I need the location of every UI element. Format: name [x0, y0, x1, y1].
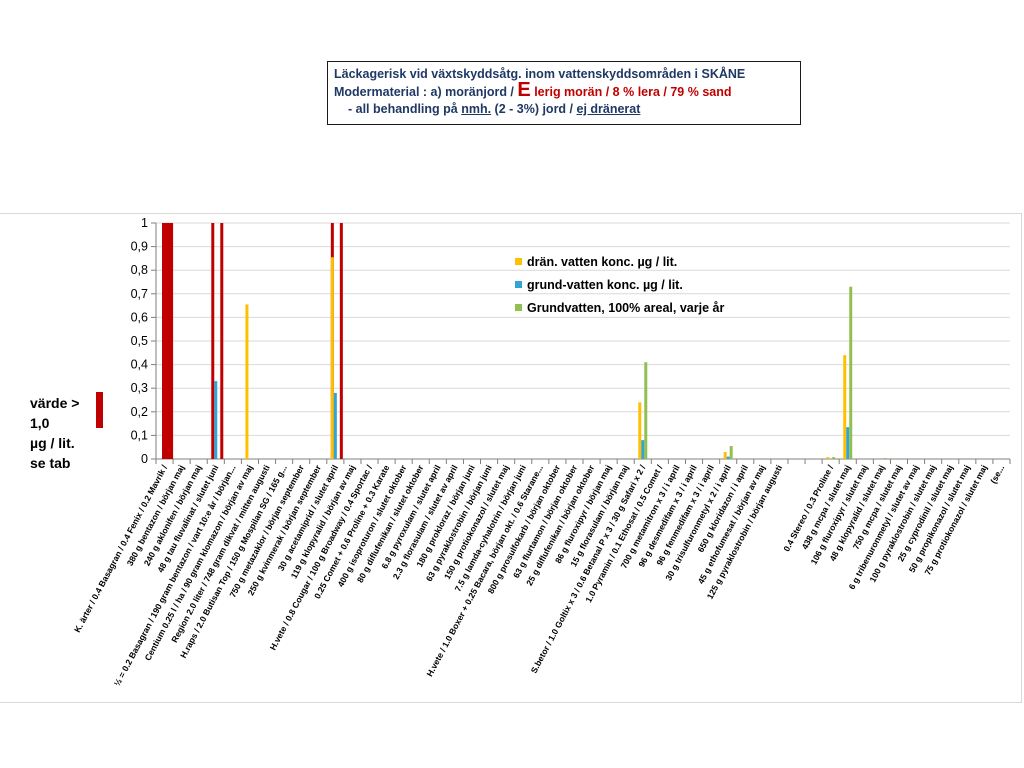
side-note-line-2: 1,0: [30, 415, 50, 431]
title-line-2-a: Modermaterial : a) moränjord /: [334, 85, 518, 99]
title-line-3-a: - all behandling på: [348, 102, 462, 116]
bar-dran: [638, 402, 642, 459]
bar-grund100: [883, 458, 887, 460]
y-tick-label: 0,7: [131, 287, 148, 301]
bar-chart: 00,10,20,30,40,50,60,70,80,91K. ärter / …: [72, 216, 1011, 688]
title-line-1: Läckagerisk vid växtskyddsåtg. inom vatt…: [334, 67, 746, 81]
y-tick-label: 0,8: [131, 263, 148, 277]
bar-exceed: [339, 223, 343, 459]
title-line-2-e: E: [517, 79, 531, 101]
bar-exceed: [220, 223, 224, 459]
bar-dran: [723, 451, 727, 459]
bar-dran: [826, 457, 830, 459]
bar-grund: [214, 381, 218, 459]
side-note-red-marker: [96, 392, 103, 428]
y-tick-label: 0: [141, 452, 148, 466]
bar-dran: [330, 257, 334, 459]
bar-grund100: [832, 457, 836, 459]
side-note-line-1: värde >: [30, 395, 80, 411]
title-line-2-c: lerig morän / 8 % lera / 79 % sand: [530, 85, 732, 99]
bar-grund: [333, 392, 337, 459]
chart-title-box: Läckagerisk vid växtskyddsåtg. inom vatt…: [327, 61, 801, 125]
side-note-line-3: µg / lit.: [30, 435, 75, 451]
bar-grund100: [729, 446, 733, 459]
legend-swatch: [515, 304, 522, 311]
bar-dran: [843, 355, 847, 459]
bar-exceed: [162, 223, 174, 459]
bar-dran: [245, 304, 249, 459]
bar-exceed: [211, 223, 215, 459]
y-tick-label: 0,3: [131, 381, 148, 395]
title-line-3: - all behandling på nmh. (2 - 3%) jord /…: [334, 101, 794, 118]
y-tick-label: 0,1: [131, 428, 148, 442]
title-line-3-d: ej dränerat: [576, 102, 641, 116]
side-note-line-4: se tab: [30, 455, 71, 471]
y-tick-label: 0,4: [131, 358, 148, 372]
bar-grund: [641, 440, 645, 459]
x-category-label: ½ = 0.2 Basagran / 190 gram bentazon / v…: [112, 463, 238, 688]
y-tick-label: 0,5: [131, 334, 148, 348]
y-tick-label: 1: [141, 216, 148, 230]
title-line-2: Modermaterial : a) moränjord / E lerig m…: [334, 80, 794, 101]
legend-label: drän. vatten konc. µg / lit.: [527, 255, 677, 269]
bar-grund: [726, 456, 730, 459]
bar-grund100: [644, 362, 648, 459]
y-tick-label: 0,9: [131, 240, 148, 254]
bar-grund: [846, 427, 850, 459]
y-tick-label: 0,2: [131, 405, 148, 419]
legend-swatch: [515, 281, 522, 288]
legend-swatch: [515, 258, 522, 265]
legend-label: grund-vatten konc. µg / lit.: [527, 278, 683, 292]
legend-label: Grundvatten, 100% areal, varje år: [527, 301, 724, 315]
x-category-label: (se...: [988, 463, 1006, 485]
title-line-3-c: (2 - 3%) jord /: [491, 102, 577, 116]
side-note: värde > 1,0 µg / lit. se tab: [30, 393, 79, 473]
title-line-3-b: nmh.: [461, 102, 492, 116]
bar-grund100: [849, 286, 853, 459]
y-tick-label: 0,6: [131, 310, 148, 324]
